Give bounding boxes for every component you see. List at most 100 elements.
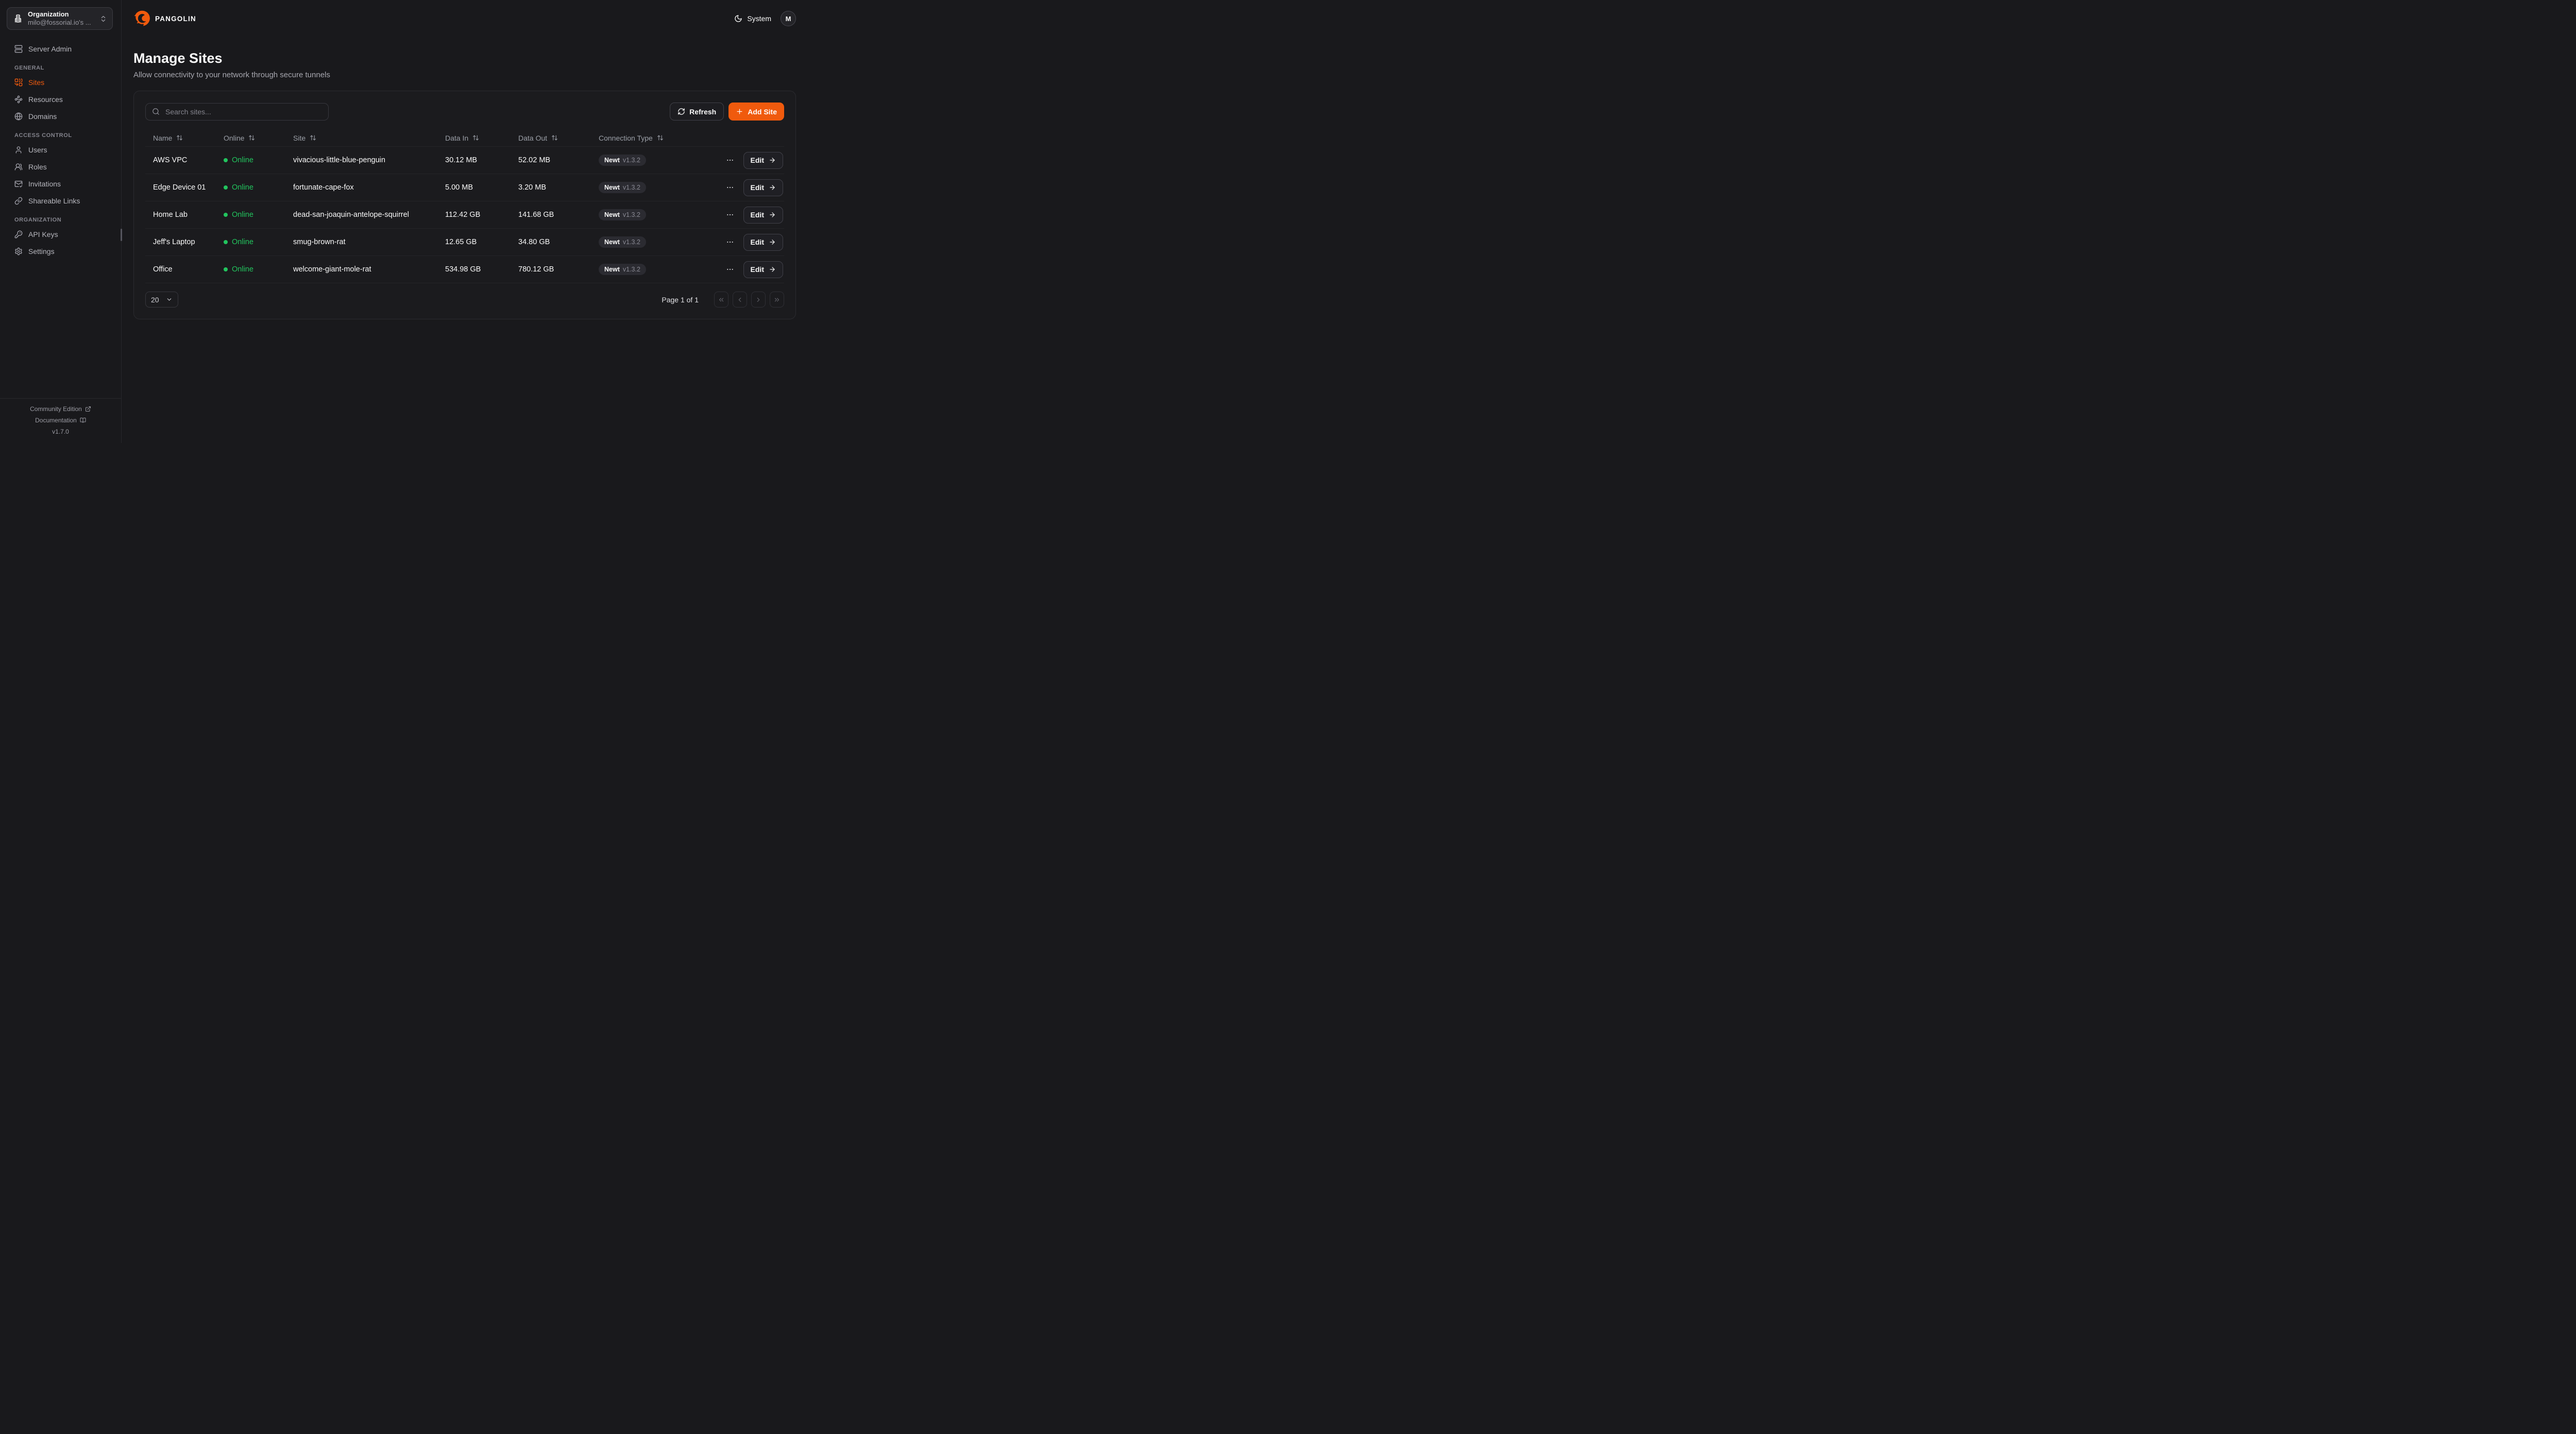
column-header-data-out[interactable]: Data Out	[512, 134, 592, 142]
edit-button[interactable]: Edit	[743, 179, 783, 196]
avatar-initial: M	[785, 14, 791, 23]
section-label-general: GENERAL	[14, 65, 44, 71]
actions-cell: Edit	[706, 151, 784, 169]
table-row: AWS VPC Online vivacious-little-blue-pen…	[145, 147, 784, 174]
sidebar-item-label: Server Admin	[28, 44, 72, 53]
sidebar-item-resources[interactable]: Resources	[8, 91, 113, 108]
arrow-right-icon	[769, 238, 776, 246]
sidebar-item-server-admin[interactable]: Server Admin	[8, 40, 113, 57]
external-link-icon	[85, 406, 91, 412]
arrow-right-icon	[769, 184, 776, 191]
table-row: Edge Device 01 Online fortunate-cape-fox…	[145, 174, 784, 201]
site-slug-cell: welcome-giant-mole-rat	[293, 265, 371, 274]
users-icon	[14, 163, 23, 171]
sort-icon	[551, 134, 558, 141]
toolbar-buttons: Refresh Add Site	[670, 103, 784, 121]
row-menu-button[interactable]	[724, 236, 736, 248]
arrow-right-icon	[769, 157, 776, 164]
waypoints-icon	[14, 95, 23, 104]
previous-page-button[interactable]	[733, 292, 747, 308]
edit-label: Edit	[750, 183, 764, 192]
connection-name: Newt	[604, 265, 620, 273]
sidebar-item-settings[interactable]: Settings	[8, 243, 113, 260]
connection-type-cell: Newt v1.3.2	[592, 154, 706, 166]
topbar-actions: System M	[734, 11, 796, 26]
column-header-connection-type[interactable]: Connection Type	[592, 134, 706, 142]
table-footer: 20 Page 1 of 1	[145, 292, 784, 308]
connection-type-cell: Newt v1.3.2	[592, 209, 706, 221]
connection-name: Newt	[604, 156, 620, 164]
sidebar-item-invitations[interactable]: Invitations	[8, 175, 113, 192]
data-out-cell: 34.80 GB	[518, 238, 550, 246]
org-selector-text: Organization milo@fossorial.io's ...	[28, 10, 94, 27]
actions-cell: Edit	[706, 179, 784, 196]
online-status-cell: Online	[217, 211, 287, 219]
edit-button[interactable]: Edit	[743, 151, 783, 169]
row-menu-button[interactable]	[724, 263, 736, 276]
brand-name: PANGOLIN	[155, 14, 196, 23]
page-size-select[interactable]: 20	[145, 292, 178, 308]
sidebar-item-domains[interactable]: Domains	[8, 108, 113, 125]
data-out-cell: 3.20 MB	[518, 183, 546, 192]
connection-version: v1.3.2	[622, 238, 640, 246]
column-label: Connection Type	[599, 133, 653, 142]
plus-icon	[736, 108, 743, 115]
row-menu-button[interactable]	[724, 209, 736, 221]
edit-label: Edit	[750, 156, 764, 164]
column-header-online[interactable]: Online	[217, 134, 287, 142]
page-head: Manage Sites Allow connectivity to your …	[122, 37, 808, 79]
edit-button[interactable]: Edit	[743, 206, 783, 224]
row-menu-button[interactable]	[724, 154, 736, 166]
user-icon	[14, 146, 23, 154]
next-page-button[interactable]	[751, 292, 766, 308]
sidebar-item-users[interactable]: Users	[8, 141, 113, 158]
actions-cell: Edit	[706, 206, 784, 224]
connection-badge: Newt v1.3.2	[599, 263, 646, 276]
arrow-right-icon	[769, 211, 776, 218]
sidebar-item-shareable-links[interactable]: Shareable Links	[8, 192, 113, 209]
avatar[interactable]: M	[781, 11, 796, 26]
topbar: PANGOLIN System M	[122, 0, 808, 37]
online-dot	[224, 240, 228, 244]
section-label-organization: ORGANIZATION	[14, 217, 62, 223]
theme-toggle[interactable]: System	[734, 14, 771, 23]
connection-name: Newt	[604, 211, 620, 218]
column-label: Data In	[445, 133, 469, 142]
sidebar-item-roles[interactable]: Roles	[8, 158, 113, 175]
last-page-button[interactable]	[770, 292, 784, 308]
online-label: Online	[232, 238, 253, 246]
app-version: v1.7.0	[52, 428, 69, 435]
edit-button[interactable]: Edit	[743, 233, 783, 251]
sidebar-item-sites[interactable]: Sites	[8, 74, 113, 91]
refresh-button[interactable]: Refresh	[670, 103, 724, 121]
search-input[interactable]	[164, 107, 322, 116]
community-edition-link[interactable]: Community Edition	[0, 403, 121, 415]
site-name-cell: Home Lab	[153, 211, 188, 219]
connection-version: v1.3.2	[622, 156, 640, 164]
community-edition-label: Community Edition	[30, 405, 82, 413]
site-name-cell: AWS VPC	[153, 156, 188, 164]
edit-button[interactable]: Edit	[743, 261, 783, 278]
mail-check-icon	[14, 180, 23, 188]
table-row: Office Online welcome-giant-mole-rat 534…	[145, 256, 784, 283]
column-header-site[interactable]: Site	[287, 134, 439, 142]
sort-icon	[657, 134, 664, 141]
search-box	[145, 103, 329, 121]
data-in-cell: 12.65 GB	[445, 238, 477, 246]
connection-version: v1.3.2	[622, 211, 640, 218]
column-header-name[interactable]: Name	[145, 134, 217, 142]
column-header-data-in[interactable]: Data In	[439, 134, 512, 142]
documentation-link[interactable]: Documentation	[0, 415, 121, 426]
sidebar-resize-handle[interactable]	[121, 229, 122, 241]
actions-cell: Edit	[706, 233, 784, 251]
online-label: Online	[232, 265, 253, 274]
sort-icon	[310, 134, 316, 141]
add-site-button[interactable]: Add Site	[728, 103, 784, 121]
sidebar-item-label: Invitations	[28, 179, 61, 188]
sidebar-item-api-keys[interactable]: API Keys	[8, 226, 113, 243]
site-name-cell: Edge Device 01	[153, 183, 206, 192]
connection-type-cell: Newt v1.3.2	[592, 263, 706, 276]
org-selector[interactable]: Organization milo@fossorial.io's ...	[7, 7, 113, 30]
row-menu-button[interactable]	[724, 181, 736, 194]
first-page-button[interactable]	[714, 292, 728, 308]
